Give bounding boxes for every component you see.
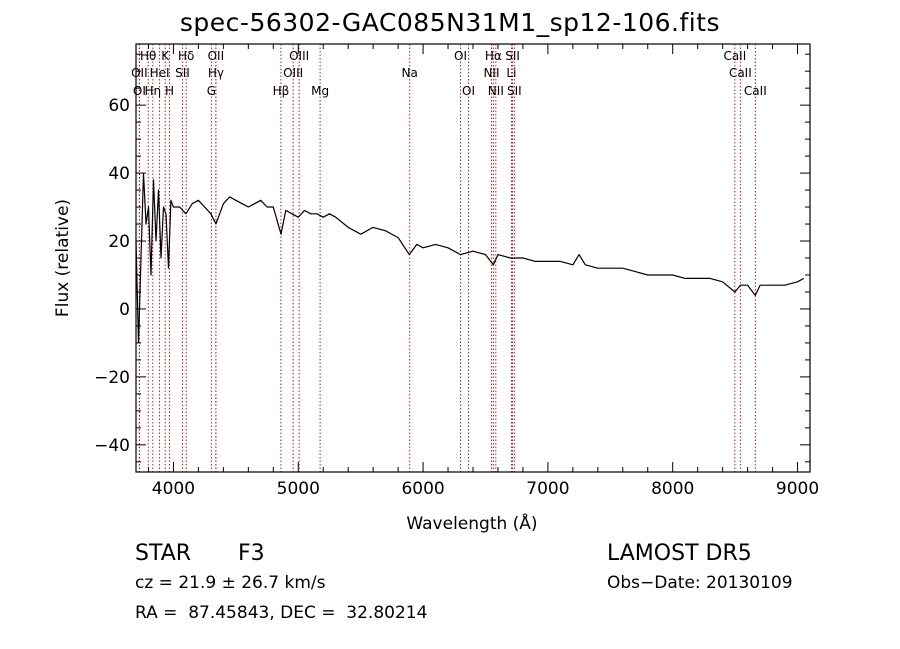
y-tick-label: 40 (108, 164, 130, 184)
line-markers (138, 44, 756, 472)
survey-name: LAMOST DR5 (607, 541, 752, 566)
y-axis-ticks (136, 53, 810, 463)
line-marker-label: HeI (150, 66, 170, 80)
line-marker-label: SII (175, 66, 190, 80)
line-marker-label: SII (505, 49, 520, 63)
line-marker-label: CaII (744, 84, 767, 98)
x-axis-label: Wavelength (Å) (406, 512, 537, 534)
x-tick-label: 5000 (277, 479, 320, 499)
line-marker-label: CaII (729, 66, 752, 80)
chart-title: spec-56302-GAC085N31M1_sp12-106.fits (179, 8, 721, 37)
spectrum-line (135, 172, 805, 344)
line-marker-label: CaII (723, 49, 746, 63)
line-marker-label: SII (507, 84, 522, 98)
x-axis-ticks (147, 44, 799, 472)
y-tick-labels: −40 −20 0 20 40 60 (94, 96, 130, 456)
x-tick-label: 6000 (401, 479, 444, 499)
plot-frame (135, 43, 811, 473)
object-class: STAR (135, 541, 192, 566)
line-marker-label: Hα (485, 49, 502, 63)
line-marker-label: NII (488, 84, 504, 98)
line-marker-label: H (165, 84, 174, 98)
x-tick-label: 9000 (776, 479, 819, 499)
line-marker-label: Hθ (140, 49, 156, 63)
y-tick-label: 0 (119, 300, 130, 320)
y-tick-label: −40 (94, 436, 130, 456)
x-tick-label: 4000 (152, 479, 195, 499)
line-marker-label: Li (506, 66, 516, 80)
line-marker-label: OII (131, 66, 148, 80)
line-marker-label: G (207, 84, 216, 98)
line-marker-label: OI (462, 84, 475, 98)
line-marker-label: Na (402, 66, 418, 80)
y-tick-label: −20 (94, 368, 130, 388)
object-subclass: F3 (238, 541, 265, 566)
line-marker-label: Hβ (273, 84, 290, 98)
x-tick-label: 8000 (651, 479, 694, 499)
observation-date: Obs−Date: 20130109 (607, 573, 793, 593)
line-marker-label: Hη (145, 84, 162, 98)
line-marker-label: Mg (311, 84, 329, 98)
line-marker-label: OI (454, 49, 467, 63)
line-marker-label: NII (483, 66, 499, 80)
line-marker-label: Hδ (178, 49, 194, 63)
coordinates: RA = 87.45843, DEC = 32.80214 (135, 603, 428, 623)
line-marker-label: OIII (289, 49, 309, 63)
y-tick-label: 60 (108, 96, 130, 116)
line-marker-label: OIII (283, 66, 303, 80)
x-tick-label: 7000 (526, 479, 569, 499)
line-marker-label: OII (208, 49, 225, 63)
y-tick-label: 20 (108, 232, 130, 252)
x-tick-labels: 4000 5000 6000 7000 8000 9000 (152, 479, 819, 499)
line-marker-label: K (161, 49, 170, 63)
y-axis-label: Flux (relative) (53, 199, 73, 317)
redshift-velocity: cz = 21.9 ± 26.7 km/s (135, 573, 326, 593)
line-marker-label: Hγ (208, 66, 224, 80)
